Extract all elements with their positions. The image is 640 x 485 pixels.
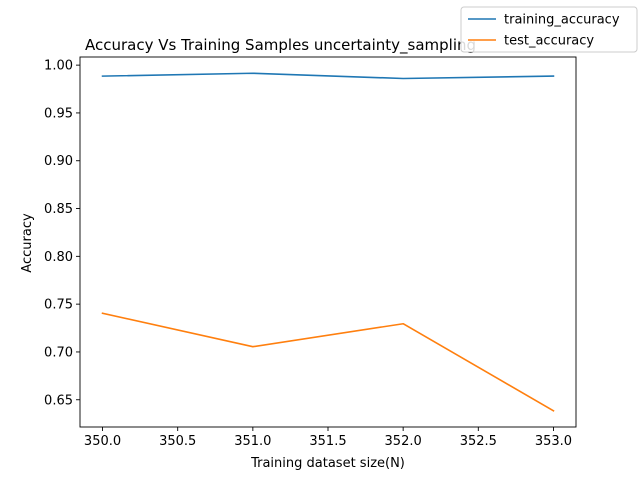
y-axis-label: Accuracy bbox=[20, 213, 35, 273]
y-tick-label: 0.90 bbox=[44, 154, 73, 169]
axes: 350.0 350.5 351.0 351.5 352.0 352.5 353.0 0.65 0… bbox=[44, 56, 577, 449]
legend-label: test_accuracy bbox=[504, 34, 594, 49]
series-line-2 bbox=[101, 312, 555, 412]
y-tick-label: 0.70 bbox=[44, 345, 73, 360]
x-axis-label: Training dataset size(N) bbox=[250, 456, 405, 471]
x-tick-label: 351.0 bbox=[234, 434, 271, 449]
x-tick-label: 353.0 bbox=[535, 434, 572, 449]
axes-frame bbox=[79, 56, 577, 428]
y-tick-label: 0.65 bbox=[44, 393, 73, 408]
y-tick-label: 1.00 bbox=[44, 59, 73, 74]
plot-area bbox=[101, 72, 555, 412]
y-tick-label: 0.95 bbox=[44, 106, 73, 121]
series-line-1 bbox=[101, 72, 555, 80]
chart-title: Accuracy Vs Training Samples uncertainty… bbox=[85, 36, 476, 55]
legend-box bbox=[460, 6, 638, 53]
x-tick-label: 350.0 bbox=[84, 434, 121, 449]
legend-label: training_accuracy bbox=[504, 13, 620, 28]
y-tick-label: 0.85 bbox=[44, 202, 73, 217]
x-tick-label: 350.5 bbox=[159, 434, 196, 449]
x-tick-label: 352.5 bbox=[460, 434, 497, 449]
y-tick-label: 0.80 bbox=[44, 250, 73, 265]
x-tick-label: 351.5 bbox=[309, 434, 346, 449]
x-tick-label: 352.0 bbox=[385, 434, 422, 449]
legend: training_accuracy test_accuracy bbox=[460, 6, 638, 53]
y-tick-label: 0.75 bbox=[44, 298, 73, 313]
